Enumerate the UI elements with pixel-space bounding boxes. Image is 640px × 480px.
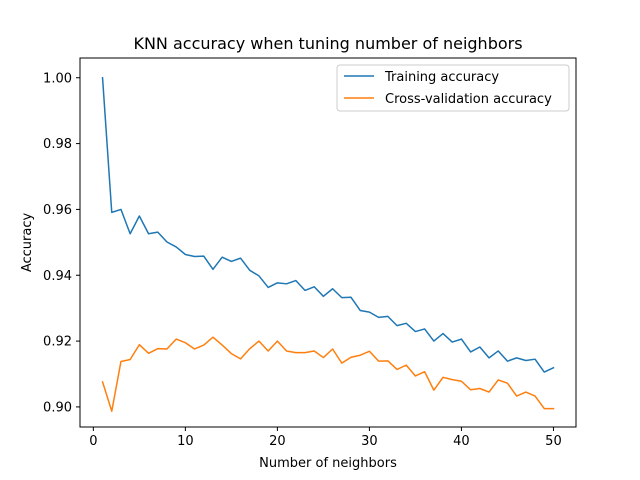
legend: Training accuracy Cross-validation accur…: [336, 64, 570, 112]
series-line-cross-validation-accuracy: [101, 336, 555, 412]
chart-title: KNN accuracy when tuning number of neigh…: [133, 34, 522, 53]
y-axis: 0.90 0.92 0.94 0.96 0.98 1.00: [43, 71, 80, 415]
y-axis-label: Accuracy: [20, 213, 35, 273]
x-tick-label: 50: [545, 434, 562, 449]
x-axis-label: Number of neighbors: [259, 456, 397, 471]
series-lines: [101, 76, 555, 412]
x-tick-label: 30: [361, 434, 378, 449]
x-tick-label: 0: [89, 434, 97, 449]
legend-label-training: Training accuracy: [384, 70, 499, 85]
series-line-training-accuracy: [101, 76, 555, 373]
y-tick-label: 1.00: [43, 71, 72, 86]
y-tick-label: 0.98: [43, 137, 72, 152]
legend-box: [336, 64, 570, 112]
x-tick-label: 20: [269, 434, 286, 449]
y-tick-label: 0.92: [43, 335, 72, 350]
y-tick-label: 0.94: [43, 269, 72, 284]
legend-label-cross-validation: Cross-validation accuracy: [385, 92, 552, 107]
plot-frame: [79, 57, 577, 428]
y-tick-label: 0.90: [43, 400, 72, 415]
plot-area: [79, 57, 577, 428]
y-tick-label: 0.96: [43, 203, 72, 218]
x-axis: 0 10 20 30 40 50: [89, 427, 562, 449]
x-tick-label: 10: [177, 434, 194, 449]
plot-background: [80, 58, 576, 427]
x-tick-label: 40: [453, 434, 470, 449]
